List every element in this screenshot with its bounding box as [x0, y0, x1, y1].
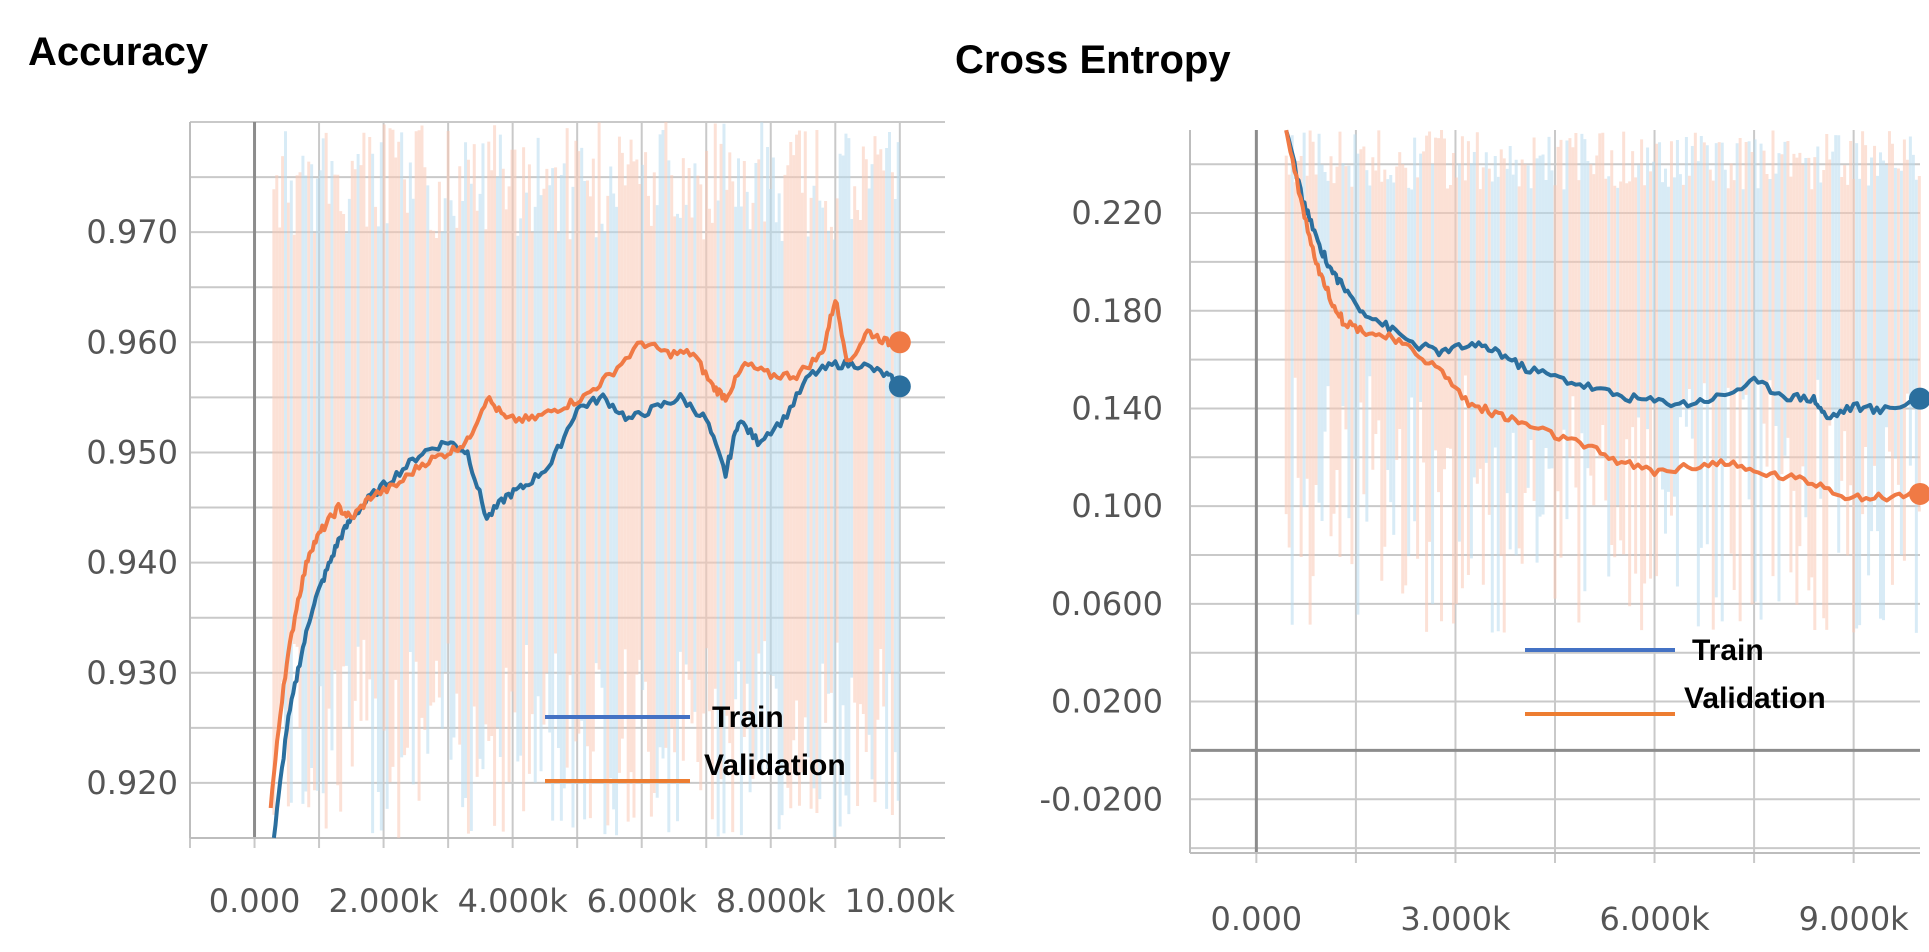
y-tick-label: 0.960: [86, 323, 178, 361]
legend-label-train: Train: [712, 701, 784, 734]
legend: Train Validation: [1525, 634, 1826, 716]
series-end-marker-train: [1909, 387, 1929, 410]
series-line-train: [1284, 130, 1921, 421]
accuracy-chart: 0.920 0.930 0.940 0.950 0.960 0.970 0.000 2.000…: [86, 121, 956, 920]
raw-data-shading: [1284, 130, 1921, 633]
x-tick-label: 8.000k: [716, 882, 827, 920]
x-tick-label: 0.000: [1211, 900, 1303, 938]
x-tick-label: 6.000k: [1599, 900, 1710, 938]
series-line-train: [271, 358, 901, 839]
y-tick-label: 0.100: [1071, 487, 1163, 525]
x-tick-label: 2.000k: [329, 882, 440, 920]
x-tick-label: 3.000k: [1400, 900, 1511, 938]
legend-label-validation: Validation: [1684, 682, 1826, 715]
x-tick-label: 4.000k: [458, 882, 569, 920]
x-tick-label: 9.000k: [1799, 900, 1910, 938]
legend-label-train: Train: [1692, 634, 1764, 667]
series-line-validation: [268, 299, 902, 809]
y-tick-label: -0.0200: [1039, 780, 1163, 818]
y-tick-label: 0.140: [1071, 389, 1163, 427]
x-tick-label: 6.000k: [587, 882, 698, 920]
series-end-marker-validation: [888, 331, 911, 354]
cross-entropy-chart: -0.0200 0.0200 0.0600 0.100 0.140 0.180 0.220 0…: [1039, 129, 1929, 938]
series-line-validation: [1284, 129, 1922, 503]
y-tick-label: 0.940: [86, 544, 178, 582]
y-tick-label: 0.180: [1071, 292, 1163, 330]
legend: Train Validation: [545, 701, 846, 783]
series-end-marker-validation: [1909, 482, 1929, 505]
cross-entropy-chart-title: Cross Entropy: [955, 38, 1231, 82]
y-tick-label: 0.930: [86, 654, 178, 692]
y-tick-label: 0.950: [86, 433, 178, 471]
y-tick-label: 0.920: [86, 764, 178, 802]
accuracy-chart-title: Accuracy: [28, 30, 209, 74]
y-tick-label: 0.970: [86, 213, 178, 251]
legend-label-validation: Validation: [704, 749, 846, 782]
y-tick-label: 0.0600: [1051, 585, 1163, 623]
y-tick-label: 0.220: [1071, 194, 1163, 232]
x-tick-label: 0.000: [209, 882, 301, 920]
raw-data-shading: [272, 122, 900, 838]
series-end-marker-train: [888, 375, 911, 398]
x-tick-label: 10.00k: [845, 882, 956, 920]
y-tick-label: 0.0200: [1051, 683, 1163, 721]
